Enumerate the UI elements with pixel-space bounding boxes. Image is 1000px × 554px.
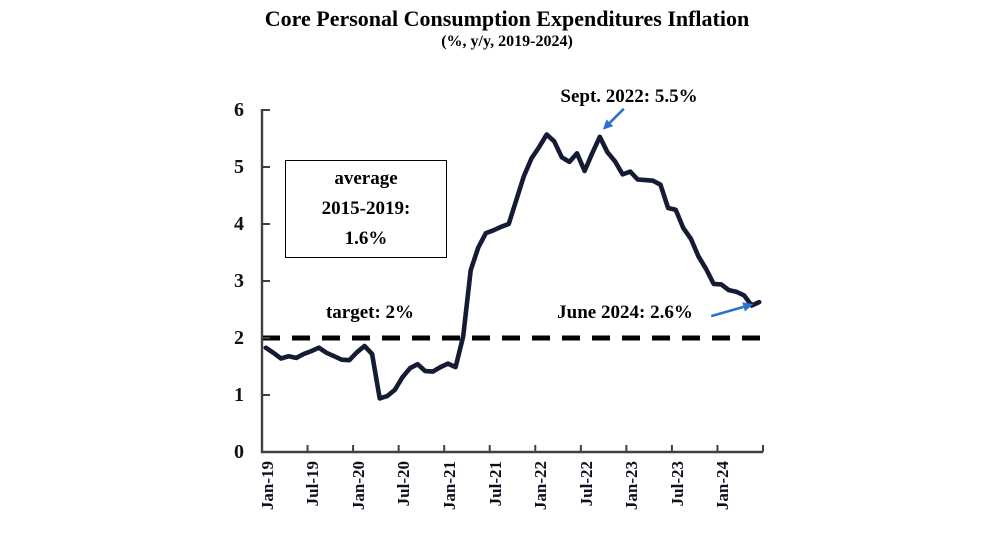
x-axis-tick-label: Jan-24 xyxy=(713,461,733,511)
chart-title: Core Personal Consumption Expenditures I… xyxy=(264,6,750,31)
latest-arrow-head-icon xyxy=(742,302,754,312)
y-axis-tick-label: 0 xyxy=(234,441,244,463)
x-axis-tick-label: Jul-23 xyxy=(667,461,687,507)
latest-annotation-label: June 2024: 2.6% xyxy=(557,302,693,323)
x-axis-tick-label: Jul-22 xyxy=(576,461,596,507)
x-axis-tick-label: Jul-20 xyxy=(394,461,414,507)
latest-arrow-shaft xyxy=(710,305,744,318)
y-axis-tick-label: 1 xyxy=(234,384,244,406)
y-axis-tick-label: 4 xyxy=(234,213,244,235)
x-axis-tick-label: Jan-22 xyxy=(531,461,551,511)
chart-subtitle: (%, y/y, 2019-2024) xyxy=(441,33,573,50)
x-axis-tick-label: Jul-21 xyxy=(485,461,505,507)
y-axis-tick-label: 5 xyxy=(234,156,244,178)
average-annotation-box: average 2015-2019: 1.6% xyxy=(285,160,447,258)
x-axis-tick-label: Jan-20 xyxy=(348,461,368,511)
y-axis-tick-label: 6 xyxy=(234,99,244,121)
peak-annotation-label: Sept. 2022: 5.5% xyxy=(560,86,698,107)
x-axis-tick-label: Jan-21 xyxy=(439,461,459,511)
average-annotation-line-3: 1.6% xyxy=(344,228,388,249)
peak-arrow-head-icon xyxy=(602,119,614,130)
peak-arrow-shaft xyxy=(608,107,625,124)
average-annotation-line-1: average xyxy=(334,168,398,189)
x-axis-tick-label: Jan-19 xyxy=(257,461,277,511)
target-annotation-label: target: 2% xyxy=(325,302,415,323)
x-axis-tick-label: Jul-19 xyxy=(303,461,323,507)
x-axis-tick-label: Jan-23 xyxy=(622,461,642,511)
average-annotation-line-2: 2015-2019: xyxy=(321,198,411,219)
axis-ticks xyxy=(262,109,764,452)
y-axis-tick-label: 3 xyxy=(234,270,244,292)
core-pce-line-series xyxy=(263,132,762,401)
y-axis-tick-label: 2 xyxy=(234,327,244,349)
